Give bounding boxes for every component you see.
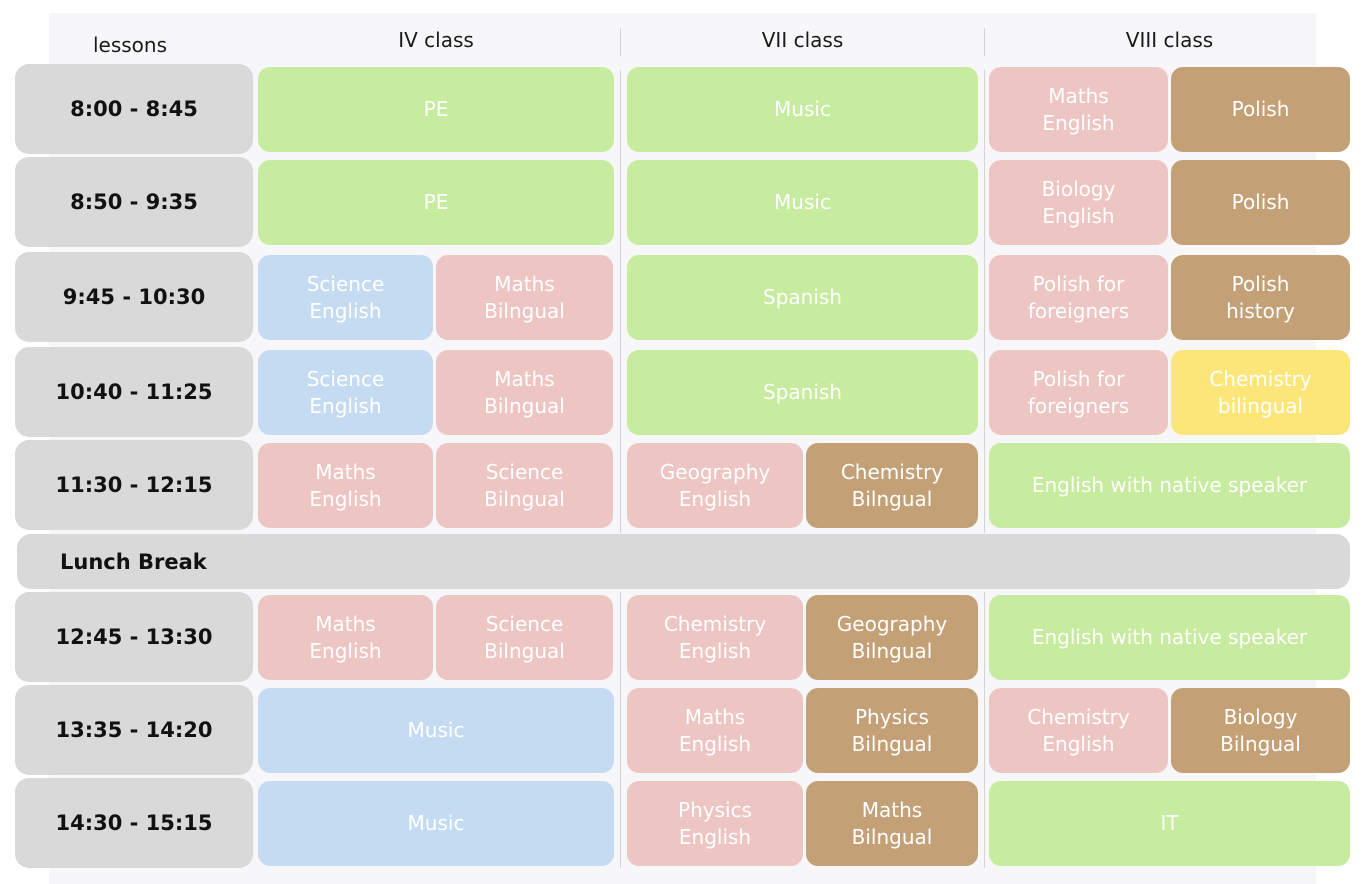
- lesson-cell: Polish history: [1171, 255, 1350, 340]
- lesson-cell: Science English: [258, 255, 433, 340]
- column-divider: [620, 592, 621, 868]
- lesson-cell: Chemistry bilingual: [1171, 350, 1350, 435]
- lesson-cell: Geography Bilngual: [806, 595, 978, 680]
- lunch-break-label: Lunch Break: [60, 549, 207, 574]
- lunch-break-bar: Lunch Break: [17, 534, 1350, 589]
- lesson-cell: Biology Bilngual: [1171, 688, 1350, 773]
- class-iv-header: IV class: [398, 28, 474, 52]
- lesson-time: 14:30 - 15:15: [15, 778, 253, 868]
- lesson-cell: PE: [258, 160, 614, 245]
- lesson-cell: Polish: [1171, 160, 1350, 245]
- lesson-cell: Chemistry English: [989, 688, 1168, 773]
- lesson-cell: Music: [627, 67, 978, 152]
- lesson-cell: Polish: [1171, 67, 1350, 152]
- lesson-cell: Physics Bilngual: [806, 688, 978, 773]
- lesson-cell: Maths Bilngual: [436, 350, 613, 435]
- lesson-cell: Science Bilngual: [436, 595, 613, 680]
- lesson-time: 9:45 - 10:30: [15, 252, 253, 342]
- lesson-cell: Biology English: [989, 160, 1168, 245]
- lesson-cell: Maths English: [258, 443, 433, 528]
- lesson-time: 10:40 - 11:25: [15, 347, 253, 437]
- column-divider: [984, 592, 985, 868]
- lesson-cell: Science English: [258, 350, 433, 435]
- lesson-cell: Spanish: [627, 255, 978, 340]
- lesson-cell: English with native speaker: [989, 595, 1350, 680]
- column-divider: [620, 70, 621, 533]
- lesson-cell: Physics English: [627, 781, 803, 866]
- lesson-cell: Polish for foreigners: [989, 350, 1168, 435]
- lesson-cell: Music: [258, 688, 614, 773]
- header-divider: [620, 28, 621, 56]
- lesson-cell: PE: [258, 67, 614, 152]
- lessons-header: lessons: [92, 33, 168, 57]
- column-divider: [984, 70, 985, 533]
- lesson-cell: Maths Bilngual: [806, 781, 978, 866]
- lesson-cell: Maths English: [258, 595, 433, 680]
- lesson-cell: Geography English: [627, 443, 803, 528]
- lesson-cell: Music: [258, 781, 614, 866]
- lesson-time: 8:50 - 9:35: [15, 157, 253, 247]
- lesson-cell: Polish for foreigners: [989, 255, 1168, 340]
- lesson-cell: English with native speaker: [989, 443, 1350, 528]
- lesson-cell: Chemistry Bilngual: [806, 443, 978, 528]
- lesson-cell: IT: [989, 781, 1350, 866]
- lesson-cell: Music: [627, 160, 978, 245]
- header-divider: [984, 28, 985, 56]
- lesson-time: 13:35 - 14:20: [15, 685, 253, 775]
- lesson-cell: Maths English: [627, 688, 803, 773]
- lesson-cell: Maths Bilngual: [436, 255, 613, 340]
- lesson-time: 11:30 - 12:15: [15, 440, 253, 530]
- lesson-cell: Maths English: [989, 67, 1168, 152]
- lesson-time: 8:00 - 8:45: [15, 64, 253, 154]
- class-viii-header: VIII class: [1125, 28, 1214, 52]
- lesson-cell: Spanish: [627, 350, 978, 435]
- lesson-cell: Science Bilngual: [436, 443, 613, 528]
- lesson-cell: Chemistry English: [627, 595, 803, 680]
- class-vii-header: VII class: [761, 28, 844, 52]
- lesson-time: 12:45 - 13:30: [15, 592, 253, 682]
